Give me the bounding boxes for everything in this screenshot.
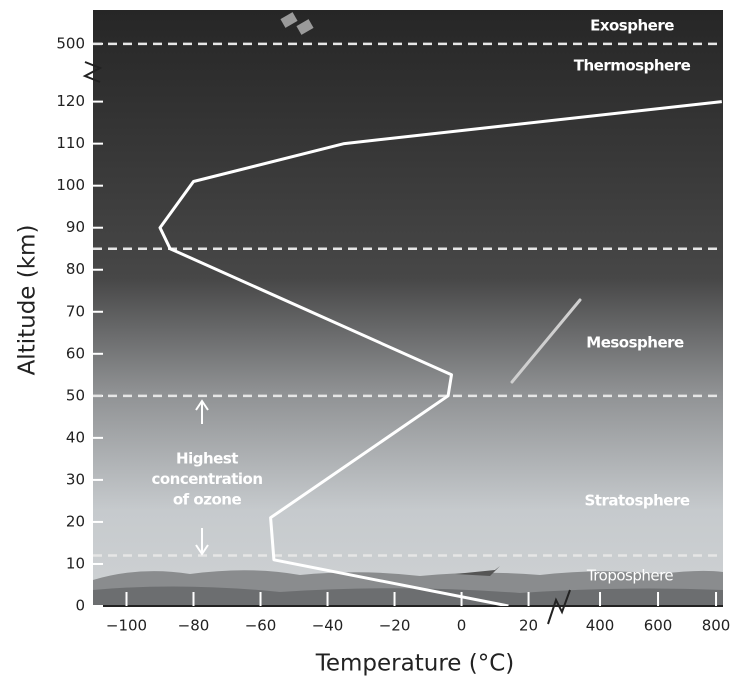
y-tick-label: 40 [66, 428, 85, 446]
x-tick-label: 800 [702, 617, 731, 635]
y-tick-label: 110 [56, 134, 85, 152]
x-tick-label: −80 [178, 617, 210, 635]
y-tick-label: 0 [75, 597, 85, 615]
x-tick-label: 600 [644, 617, 673, 635]
arrow [195, 528, 209, 556]
x-tick-label: −100 [106, 617, 147, 635]
layer-label: Stratosphere [584, 492, 689, 510]
temperature-line [158, 100, 722, 606]
layer-label: Exosphere [590, 17, 674, 35]
mountains [93, 586, 723, 606]
satellite [280, 12, 314, 35]
layer-label: Thermosphere [574, 57, 691, 75]
meteor [510, 298, 582, 384]
y-tick-label: 70 [66, 302, 85, 320]
y-tick-label: 100 [56, 176, 85, 194]
annotation: Highest [176, 450, 238, 468]
y-tick-label: 60 [66, 344, 85, 362]
y-tick-label: 80 [66, 260, 85, 278]
annotation: of ozone [173, 491, 242, 509]
y-tick-label: 120 [56, 92, 85, 110]
x-tick-label: 20 [519, 617, 538, 635]
y-tick-label: 10 [66, 554, 85, 572]
y-tick-label: 30 [66, 470, 85, 488]
x-axis-title: Temperature (°C) [315, 651, 515, 677]
arrow [195, 399, 209, 424]
annotation: concentration [151, 470, 262, 488]
x-tick-label: 400 [586, 617, 615, 635]
y-axis-title: Altitude (km) [15, 225, 41, 376]
layer-label: Mesosphere [586, 334, 684, 352]
y-tick-label: 20 [66, 512, 85, 530]
x-tick-label: 0 [457, 617, 467, 635]
x-tick-label: −40 [312, 617, 344, 635]
y-tick-label: 500 [56, 34, 85, 52]
layer-label: Troposphere [586, 567, 674, 585]
plot-background [93, 10, 723, 606]
airplane [455, 566, 500, 576]
axis-break [82, 61, 103, 83]
y-tick-label: 50 [66, 386, 85, 404]
x-tick-label: −60 [245, 617, 277, 635]
y-tick-label: 90 [66, 218, 85, 236]
x-tick-label: −20 [379, 617, 411, 635]
